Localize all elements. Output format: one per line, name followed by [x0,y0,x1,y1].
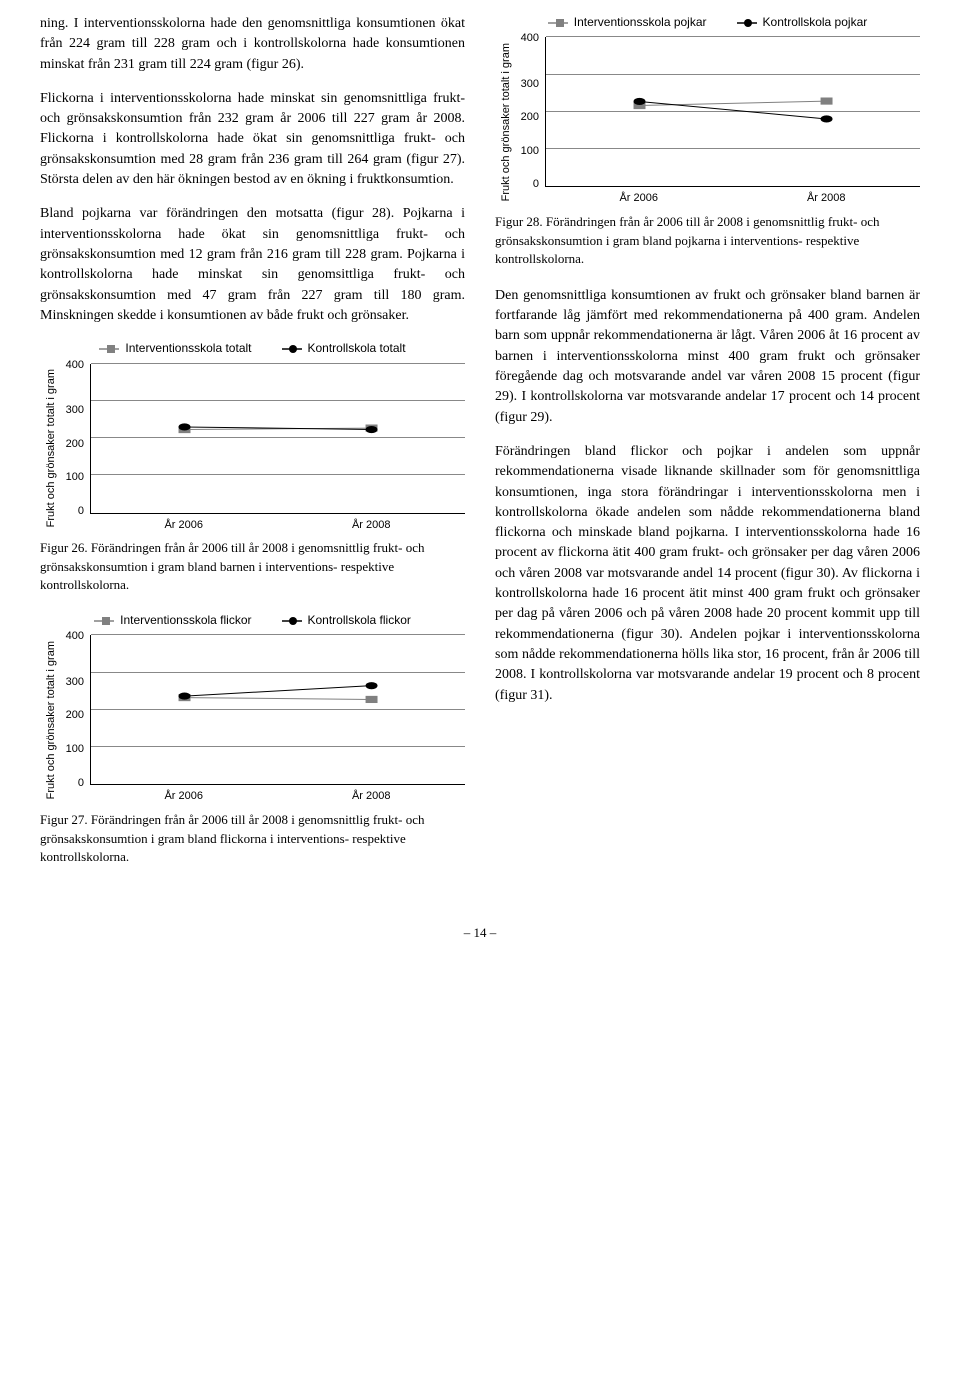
y-axis-label: Frukt och grönsaker totalt i gram [40,641,60,799]
paragraph: Förändringen bland flickor och pojkar i … [495,442,920,706]
y-axis-label: Frukt och grönsaker totalt i gram [40,369,60,527]
y-ticks: 400 300 200 100 0 [60,635,90,785]
figure-28: Interventionsskola pojkar Kontrollskola … [495,14,920,268]
legend-label: Kontrollskola flickor [308,612,411,629]
x-ticks: År 2006 År 2008 [90,518,465,534]
circle-icon [282,344,302,354]
chart-plot-area [90,635,465,785]
chart-legend: Interventionsskola totalt Kontrollskola … [40,340,465,357]
y-tick: 200 [60,708,84,724]
legend-intervention: Interventionsskola totalt [99,340,251,357]
y-tick: 100 [515,144,539,160]
y-tick: 400 [515,31,539,47]
y-tick: 300 [60,675,84,691]
legend-kontroll: Kontrollskola pojkar [737,14,868,31]
page-number: – 14 – [40,924,920,943]
x-tick: År 2008 [732,191,920,207]
chart-plot-area [90,364,465,514]
x-tick: År 2006 [90,789,278,805]
y-tick: 400 [60,358,84,374]
x-tick: År 2008 [277,518,465,534]
chart-frame: Frukt och grönsaker totalt i gram 400 30… [40,364,465,534]
two-column-layout: ning. I interventionsskolorna hade den g… [40,14,920,884]
legend-kontroll: Kontrollskola flickor [282,612,411,629]
figure-26: Interventionsskola totalt Kontrollskola … [40,340,465,594]
figure-caption: Figur 27. Förändringen från år 2006 till… [40,811,465,866]
chart-legend: Interventionsskola flickor Kontrollskola… [40,612,465,629]
y-tick: 0 [60,504,84,520]
square-icon [99,344,119,354]
x-ticks: År 2006 År 2008 [90,789,465,805]
paragraph: ning. I interventionsskolorna hade den g… [40,14,465,75]
x-tick: År 2006 [90,518,278,534]
square-icon [94,616,114,626]
x-ticks: År 2006 År 2008 [545,191,920,207]
circle-icon [737,18,757,28]
legend-label: Interventionsskola flickor [120,612,251,629]
y-tick: 200 [515,110,539,126]
legend-intervention: Interventionsskola pojkar [548,14,707,31]
figure-caption: Figur 26. Förändringen från år 2006 till… [40,539,465,594]
y-tick: 400 [60,629,84,645]
chart-frame: Frukt och grönsaker totalt i gram 400 30… [40,635,465,805]
paragraph: Flickorna i interventionsskolorna hade m… [40,89,465,190]
legend-kontroll: Kontrollskola totalt [282,340,406,357]
chart-plot-area [545,37,920,187]
y-tick: 100 [60,470,84,486]
y-tick: 200 [60,437,84,453]
y-tick: 300 [60,403,84,419]
circle-icon [282,616,302,626]
left-column: ning. I interventionsskolorna hade den g… [40,14,465,884]
legend-intervention: Interventionsskola flickor [94,612,251,629]
y-tick: 300 [515,77,539,93]
legend-label: Interventionsskola pojkar [574,14,707,31]
x-tick: År 2008 [277,789,465,805]
y-ticks: 400 300 200 100 0 [60,364,90,514]
y-axis-label: Frukt och grönsaker totalt i gram [495,43,515,201]
paragraph: Bland pojkarna var förändringen den mots… [40,204,465,326]
right-column: Interventionsskola pojkar Kontrollskola … [495,14,920,884]
legend-label: Interventionsskola totalt [125,340,251,357]
figure-caption: Figur 28. Förändringen från år 2006 till… [495,213,920,268]
paragraph: Den genomsnittliga konsumtionen av frukt… [495,286,920,428]
legend-label: Kontrollskola totalt [308,340,406,357]
y-tick: 0 [515,177,539,193]
y-tick: 0 [60,776,84,792]
legend-label: Kontrollskola pojkar [763,14,868,31]
square-icon [548,18,568,28]
x-tick: År 2006 [545,191,733,207]
chart-legend: Interventionsskola pojkar Kontrollskola … [495,14,920,31]
chart-frame: Frukt och grönsaker totalt i gram 400 30… [495,37,920,207]
y-ticks: 400 300 200 100 0 [515,37,545,187]
y-tick: 100 [60,742,84,758]
figure-27: Interventionsskola flickor Kontrollskola… [40,612,465,866]
